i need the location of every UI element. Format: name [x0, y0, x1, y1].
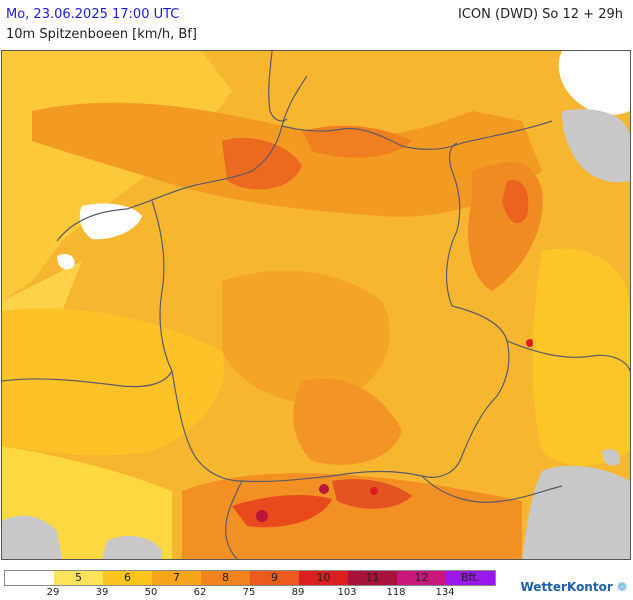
cz-border — [451, 305, 510, 457]
nodata-area-southeast — [522, 465, 630, 559]
west-border — [171, 370, 243, 482]
forecast-valid-time: Mo, 23.06.2025 17:00 UTC — [6, 7, 180, 22]
low-gust-patch-netherlands — [79, 203, 142, 240]
western-yellow-area — [2, 308, 224, 456]
legend-cell — [5, 571, 54, 585]
at-border — [421, 475, 563, 503]
legend-tick-label: 62 — [193, 587, 207, 598]
legend-cell: 5 — [54, 571, 103, 585]
coastlines-and-borders — [2, 51, 630, 559]
low-gust-patch-northeast — [558, 51, 630, 115]
nl-de-border — [151, 200, 173, 372]
map-canvas — [2, 51, 630, 559]
nodata-area-southwest — [2, 515, 62, 559]
ch-border — [225, 480, 243, 559]
model-run-label: ICON (DWD) So 12 + 29h — [458, 7, 623, 22]
eastern-gust-core — [502, 180, 529, 224]
central-orange-area — [222, 270, 390, 404]
legend-kmh-ticks: 29 39 50 62 75 89 103 118 134 — [4, 587, 504, 599]
legend-tick-label: 118 — [386, 587, 406, 598]
baltic-gust-zone — [302, 125, 412, 158]
south-central-orange — [293, 378, 402, 465]
legend-cell: 12 — [397, 571, 446, 585]
legend-cell: 8 — [201, 571, 250, 585]
low-gust-patch-coast — [57, 254, 75, 270]
alpine-orange-band — [182, 473, 522, 559]
legend-tick-label: 103 — [337, 587, 357, 598]
brand-name: WetterKontor — [520, 580, 613, 594]
wind-swirl-icon: ❁ — [616, 580, 627, 594]
alpine-gust-peak-1 — [256, 510, 268, 522]
pl-de-border — [446, 142, 461, 307]
legend-cell: Bft. — [446, 571, 495, 585]
legend-tick-label: 134 — [435, 587, 455, 598]
alpine-gust-peak-2 — [319, 484, 329, 494]
legend-cell: 10 — [299, 571, 348, 585]
color-scale-legend: 5 6 7 8 9 10 11 12 Bft. — [4, 570, 496, 586]
be-fr-border — [2, 370, 173, 388]
carpathian-gust-peak — [526, 339, 534, 347]
legend-tick-label: 29 — [46, 587, 60, 598]
alpine-border — [241, 455, 463, 483]
north-sea-coastline — [56, 75, 308, 242]
legend-tick-label: 39 — [95, 587, 109, 598]
legend-cell: 7 — [152, 571, 201, 585]
legend-cell: 11 — [348, 571, 397, 585]
legend-tick-label: 50 — [144, 587, 158, 598]
alpine-gust-peak-3 — [370, 487, 378, 495]
nodata-area-northeast — [562, 109, 630, 183]
parameter-label: 10m Spitzenboeen [km/h, Bf] — [6, 27, 197, 42]
brand-logo: WetterKontor ❁ — [521, 580, 628, 594]
legend-cell: 9 — [250, 571, 299, 585]
legend-cell: 6 — [103, 571, 152, 585]
nodata-area-east-small — [602, 449, 621, 466]
sk-border — [506, 340, 630, 372]
nodata-area-south — [102, 535, 162, 559]
legend-tick-label: 89 — [291, 587, 305, 598]
wind-gust-map — [1, 50, 631, 560]
baltic-coastline — [281, 120, 553, 150]
legend-tick-label: 75 — [242, 587, 256, 598]
denmark-coastline — [268, 51, 288, 122]
